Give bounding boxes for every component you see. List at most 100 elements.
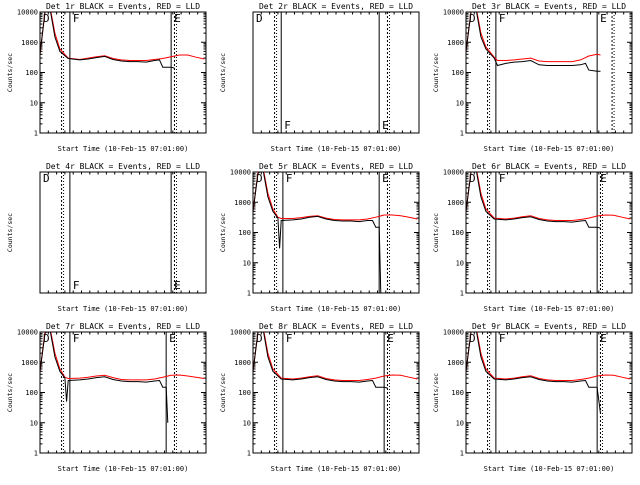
event-marker-d: D	[43, 332, 50, 345]
y-tick-label: 10000	[230, 329, 251, 337]
event-marker-f: F	[499, 12, 506, 25]
plot-frame	[465, 171, 633, 294]
plot-frame	[465, 11, 633, 134]
y-tick-label: 10000	[443, 9, 464, 17]
plot-frame	[252, 331, 420, 454]
y-tick-label: 10	[243, 419, 251, 427]
x-axis-label: Start Time (10-Feb-15 07:01:00)	[58, 465, 189, 473]
event-marker-f: F	[73, 279, 80, 292]
x-axis-label: Start Time (10-Feb-15 07:01:00)	[271, 145, 402, 153]
y-tick-label: 1000	[234, 359, 251, 367]
y-tick-label: 100	[238, 229, 251, 237]
y-tick-label: 10	[243, 259, 251, 267]
x-axis-label: Start Time (10-Feb-15 07:01:00)	[58, 305, 189, 313]
y-tick-label: 10	[456, 419, 464, 427]
event-marker-e: E	[600, 332, 607, 345]
panel-title: Det 8r BLACK = Events, RED = LLD	[259, 322, 413, 331]
event-marker-e: E	[600, 12, 607, 25]
event-marker-e: E	[382, 172, 389, 185]
y-tick-label: 10000	[443, 169, 464, 177]
y-tick-label: 100	[25, 389, 38, 397]
y-tick-label: 1	[247, 290, 251, 298]
y-tick-label: 1	[460, 130, 464, 138]
y-tick-label: 10000	[17, 329, 38, 337]
y-tick-label: 10000	[17, 9, 38, 17]
detector-panel: Det 8r BLACK = Events, RED = LLD 1 10 100 10…	[219, 322, 420, 473]
event-marker-d: D	[469, 172, 476, 185]
plot-frame	[39, 11, 207, 134]
events-series-line	[40, 12, 175, 69]
y-tick-label: 1	[460, 450, 464, 458]
events-series-line	[466, 172, 601, 229]
y-axis-label: Counts/sec	[6, 373, 14, 412]
event-marker-f: F	[499, 332, 506, 345]
event-marker-d: D	[43, 172, 50, 185]
event-marker-e: E	[169, 332, 176, 345]
y-tick-label: 10000	[230, 169, 251, 177]
y-axis-label: Counts/sec	[219, 213, 227, 252]
lld-series-line	[466, 172, 631, 221]
panel-title: Det 7r BLACK = Events, RED = LLD	[46, 322, 200, 331]
panel-title: Det 4r BLACK = Events, RED = LLD	[46, 162, 200, 171]
y-axis-label: Counts/sec	[432, 373, 440, 412]
x-axis-label: Start Time (10-Feb-15 07:01:00)	[271, 465, 402, 473]
detector-panel: Det 6r BLACK = Events, RED = LLD 1 10 100 10…	[432, 162, 633, 313]
panel-title: Det 9r BLACK = Events, RED = LLD	[472, 322, 626, 331]
plot-frame	[252, 171, 420, 294]
plot-frame	[252, 11, 420, 134]
event-marker-d: D	[469, 12, 476, 25]
detector-panel: Det 7r BLACK = Events, RED = LLD 1 10 100 10…	[6, 322, 207, 473]
detector-panel: Det 2r BLACK = Events, RED = LLD Start Ti…	[219, 2, 420, 153]
x-axis-label: Start Time (10-Feb-15 07:01:00)	[484, 145, 615, 153]
y-axis-label: Counts/sec	[219, 53, 227, 92]
plot-frame	[39, 171, 207, 294]
x-axis-label: Start Time (10-Feb-15 07:01:00)	[484, 465, 615, 473]
lld-series-line	[466, 332, 631, 381]
y-tick-label: 1	[34, 450, 38, 458]
y-tick-label: 100	[451, 69, 464, 77]
plot-frame	[39, 331, 207, 454]
y-tick-label: 1000	[21, 359, 38, 367]
y-tick-label: 100	[451, 389, 464, 397]
event-marker-f: F	[286, 332, 293, 345]
events-series-line	[253, 172, 382, 293]
event-marker-d: D	[256, 12, 263, 25]
y-axis-label: Counts/sec	[432, 53, 440, 92]
detector-panel: Det 1r BLACK = Events, RED = LLD 1 10 100 10…	[6, 2, 207, 153]
y-tick-label: 1000	[447, 359, 464, 367]
y-tick-label: 10	[456, 259, 464, 267]
y-tick-label: 1000	[21, 39, 38, 47]
panel-title: Det 6r BLACK = Events, RED = LLD	[472, 162, 626, 171]
events-series-line	[466, 12, 601, 72]
y-tick-label: 10	[30, 99, 38, 107]
y-tick-label: 10	[456, 99, 464, 107]
y-tick-label: 10	[30, 419, 38, 427]
panel-title: Det 3r BLACK = Events, RED = LLD	[472, 2, 626, 11]
event-marker-e: E	[174, 12, 181, 25]
events-series-line	[40, 332, 169, 423]
y-tick-label: 100	[25, 69, 38, 77]
x-axis-label: Start Time (10-Feb-15 07:01:00)	[271, 305, 402, 313]
event-marker-e: E	[382, 119, 389, 132]
lld-series-line	[40, 332, 205, 381]
y-axis-label: Counts/sec	[219, 373, 227, 412]
y-tick-label: 100	[451, 229, 464, 237]
panel-title: Det 2r BLACK = Events, RED = LLD	[259, 2, 413, 11]
lld-series-line	[253, 172, 418, 221]
y-tick-label: 1	[247, 450, 251, 458]
event-marker-f: F	[499, 172, 506, 185]
y-axis-label: Counts/sec	[6, 53, 14, 92]
detector-panel: Det 5r BLACK = Events, RED = LLD 1 10 100 10…	[219, 162, 420, 313]
panel-title: Det 5r BLACK = Events, RED = LLD	[259, 162, 413, 171]
event-marker-f: F	[284, 119, 291, 132]
y-tick-label: 1000	[447, 199, 464, 207]
event-marker-e: E	[387, 332, 394, 345]
panel-title: Det 1r BLACK = Events, RED = LLD	[46, 2, 200, 11]
event-marker-e: E	[600, 172, 607, 185]
event-marker-f: F	[286, 172, 293, 185]
event-marker-e: E	[174, 279, 181, 292]
event-marker-d: D	[256, 172, 263, 185]
y-tick-label: 1000	[234, 199, 251, 207]
event-marker-f: F	[73, 12, 80, 25]
